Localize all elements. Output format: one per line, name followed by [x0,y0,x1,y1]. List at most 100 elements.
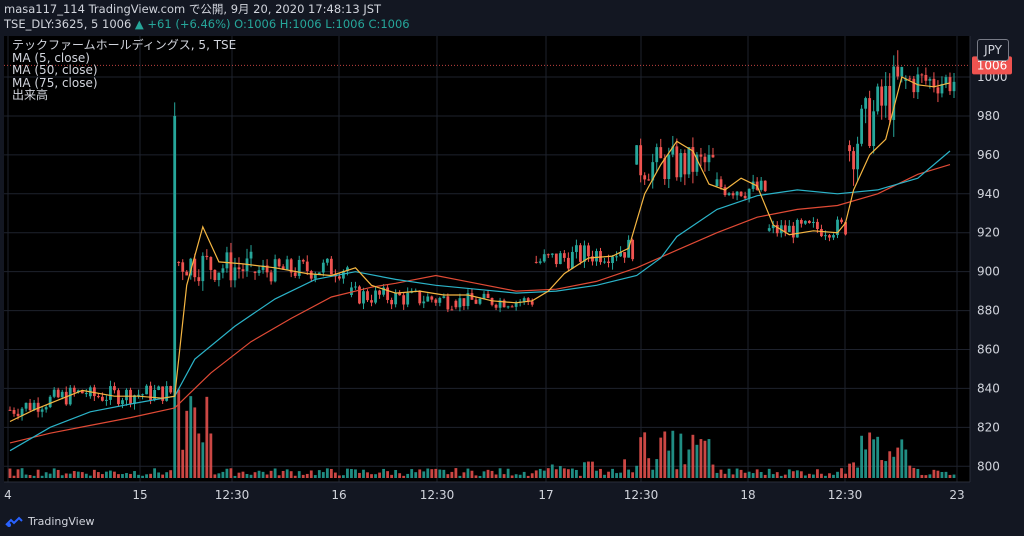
candle-body [530,301,534,305]
candle-body [80,390,84,394]
candle-body [659,147,663,159]
candle-body [575,245,578,252]
candle-body [265,265,269,273]
volume-bar [438,469,442,478]
candle-body [366,291,369,301]
candle-body [181,262,185,272]
volume-bar [382,468,385,478]
volume-bar [370,474,373,478]
symbol-info: TSE_DLY:3625, 5 1006 ▲ +61 (+6.46%) O:10… [4,17,1024,32]
volume-bar [647,458,651,478]
volume-bar [836,471,839,478]
candle-body [293,272,297,276]
volume-bar [209,433,213,478]
candle-body [173,115,177,393]
candle-body [277,259,281,267]
volume-bar [96,472,100,478]
chart-area[interactable] [4,36,970,482]
tradingview-brand: TradingView [28,515,95,528]
volume-bar [434,468,438,478]
candle-body [486,293,490,299]
candle-body [153,389,157,401]
volume-bar [12,475,16,478]
volume-bar [659,437,663,478]
volume-bar [920,474,924,478]
currency-button[interactable]: JPY [977,39,1009,61]
volume-bar [309,470,313,478]
volume-bar [466,468,470,478]
tradingview-logo[interactable]: TradingView [4,512,94,532]
candle-body [663,158,667,180]
candle-body [390,299,394,305]
candle-body [522,298,526,302]
legend-ma5[interactable]: MA (5, close) [12,50,90,65]
legend-ma50[interactable]: MA (50, close) [12,63,98,77]
candle-body [269,272,273,282]
volume-bar [490,470,494,478]
volume-bar [398,473,402,478]
volume-bar [346,468,349,478]
volume-bar [803,475,807,478]
candle-body [362,291,365,304]
volume-bar [832,474,835,478]
candle-body [209,257,213,270]
candle-body [542,254,546,262]
x-tick-label: 12:30 [624,488,659,502]
volume-bar [418,469,422,478]
volume-bar [145,474,148,478]
candle-body [534,261,538,263]
y-tick-label: 800 [977,459,1000,473]
symbol-quote: TSE_DLY:3625, 5 1006 [4,17,132,31]
candle-body [36,402,40,412]
ma5-line [9,76,951,423]
candle-body [430,296,434,300]
candle-body [828,235,831,238]
volume-bar [137,474,140,478]
volume-bar [904,449,908,478]
volume-bar [868,432,872,478]
candle-body [257,270,261,274]
volume-bar [8,468,12,478]
volume-bar [683,464,687,478]
volume-bar [386,471,389,478]
candle-body [904,78,908,81]
legend-volume[interactable]: 出来高 [12,88,49,102]
volume-bar [153,468,157,478]
candle-body [502,300,506,308]
volume-bar [799,471,803,478]
legend-ma75[interactable]: MA (75, close) [12,75,98,90]
candle-body [908,78,912,80]
candle-body [643,175,647,180]
volume-bar [643,432,647,478]
x-tick-label: 12:30 [828,488,863,502]
indicator-legend: テックファームホールディングス, 5, TSE MA (5, close) MA… [12,39,236,102]
candle-body [237,267,241,270]
legend-title[interactable]: テックファームホールディングス, 5, TSE [12,38,237,52]
volume-bar [181,449,185,478]
volume-bar [478,475,482,478]
candle-body [329,258,333,275]
volume-bar [44,472,48,478]
candle-body [426,296,430,302]
candle-body [868,98,872,147]
candle-body [896,66,900,77]
volume-bar [337,475,341,478]
candle-body [354,286,357,288]
candle-body [374,290,377,303]
candle-body [884,85,888,106]
candle-body [382,287,385,295]
x-tick-label: 12:30 [420,488,455,502]
volume-bar [458,475,462,478]
candle-body [723,187,727,196]
volume-bar [526,475,530,478]
volume-bar [587,461,590,478]
volume-bar [422,471,426,478]
volume-bar [297,471,301,478]
candle-body [888,85,892,120]
volume-bar [707,439,711,478]
candle-body [100,396,104,401]
candle-body [615,256,618,258]
candle-body [691,147,695,172]
volume-bar [739,469,743,478]
